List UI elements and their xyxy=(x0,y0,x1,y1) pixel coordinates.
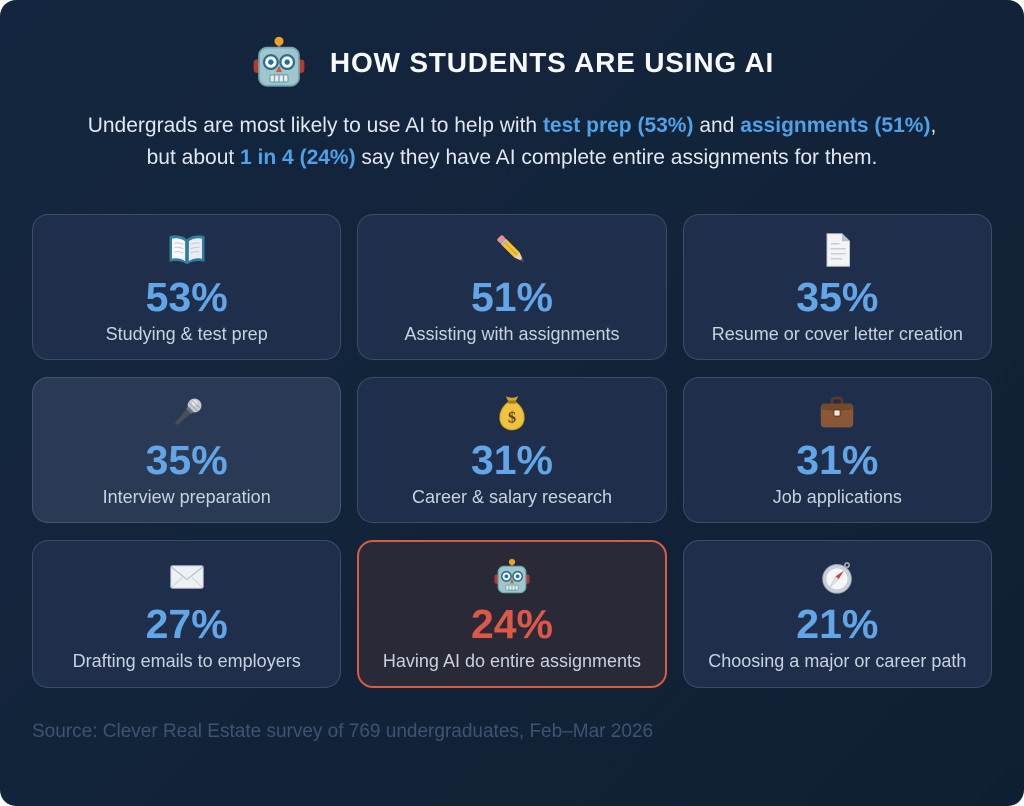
stat-percent: 27% xyxy=(145,601,228,648)
pencil-icon xyxy=(492,229,532,271)
envelope-icon xyxy=(167,556,207,598)
stat-label: Assisting with assignments xyxy=(404,324,620,345)
intro-line-1: Undergrads are most likely to use AI to … xyxy=(87,114,937,137)
stat-percent: 51% xyxy=(470,274,554,320)
stat-percent: 35% xyxy=(145,437,228,484)
stat-label: Having AI do entire assignments xyxy=(382,651,642,672)
page-title: HOW STUDENTS ARE USING AI xyxy=(329,47,775,78)
stat-card-interview: 35% Interview preparation xyxy=(32,377,342,524)
stat-label: Drafting emails to employers xyxy=(72,651,301,672)
intro-text: Undergrads are most likely to use AI to … xyxy=(0,110,1024,174)
stat-percent: 35% xyxy=(796,274,879,320)
robot-icon xyxy=(250,34,308,92)
stat-percent: 31% xyxy=(470,437,554,484)
highlight-assignments: assignments (51%) xyxy=(740,114,931,137)
stat-percent: 24% xyxy=(470,601,554,648)
stat-card-job-applications: 31% Job applications xyxy=(682,377,992,524)
document-icon xyxy=(817,229,857,271)
stat-percent: 31% xyxy=(796,437,879,484)
stats-grid: 53% Studying & test prep 51% Assisting xyxy=(0,214,1024,689)
stat-label: Interview preparation xyxy=(102,487,271,508)
stat-label: Choosing a major or career path xyxy=(708,651,967,672)
stat-card-major-career: 21% Choosing a major or career path xyxy=(682,540,992,689)
stat-card-ai-entire-assignments: 24% Having AI do entire assignments xyxy=(357,540,667,689)
stat-label: Job applications xyxy=(772,487,902,508)
intro-line-2: but about 1 in 4 (24%) say they have AI … xyxy=(146,146,878,169)
compass-icon xyxy=(817,556,857,598)
stat-percent: 53% xyxy=(145,274,228,320)
stat-label: Studying & test prep xyxy=(105,324,268,345)
stat-card-assisting: 51% Assisting with assignments xyxy=(357,214,667,361)
stat-card-studying: 53% Studying & test prep xyxy=(32,214,342,361)
stat-label: Resume or cover letter creation xyxy=(711,324,963,345)
stat-card-resume: 35% Resume or cover letter creation xyxy=(682,214,992,361)
highlight-1-in-4: 1 in 4 (24%) xyxy=(240,146,356,169)
robot-icon xyxy=(492,556,532,598)
briefcase-icon xyxy=(817,392,857,434)
highlight-test-prep: test prep (53%) xyxy=(542,114,694,137)
open-book-icon xyxy=(167,229,207,271)
stat-card-emails: 27% Drafting emails to employers xyxy=(32,540,342,689)
header: HOW STUDENTS ARE USING AI xyxy=(0,0,1024,96)
microphone-icon xyxy=(167,392,207,434)
source-text: Source: Clever Real Estate survey of 769… xyxy=(32,721,654,743)
stat-card-career-salary: $ 31% Career & salary research xyxy=(357,377,667,524)
money-bag-icon: $ xyxy=(492,392,532,434)
stat-percent: 21% xyxy=(796,601,879,648)
svg-text:$: $ xyxy=(508,408,516,426)
stat-label: Career & salary research xyxy=(411,487,613,508)
